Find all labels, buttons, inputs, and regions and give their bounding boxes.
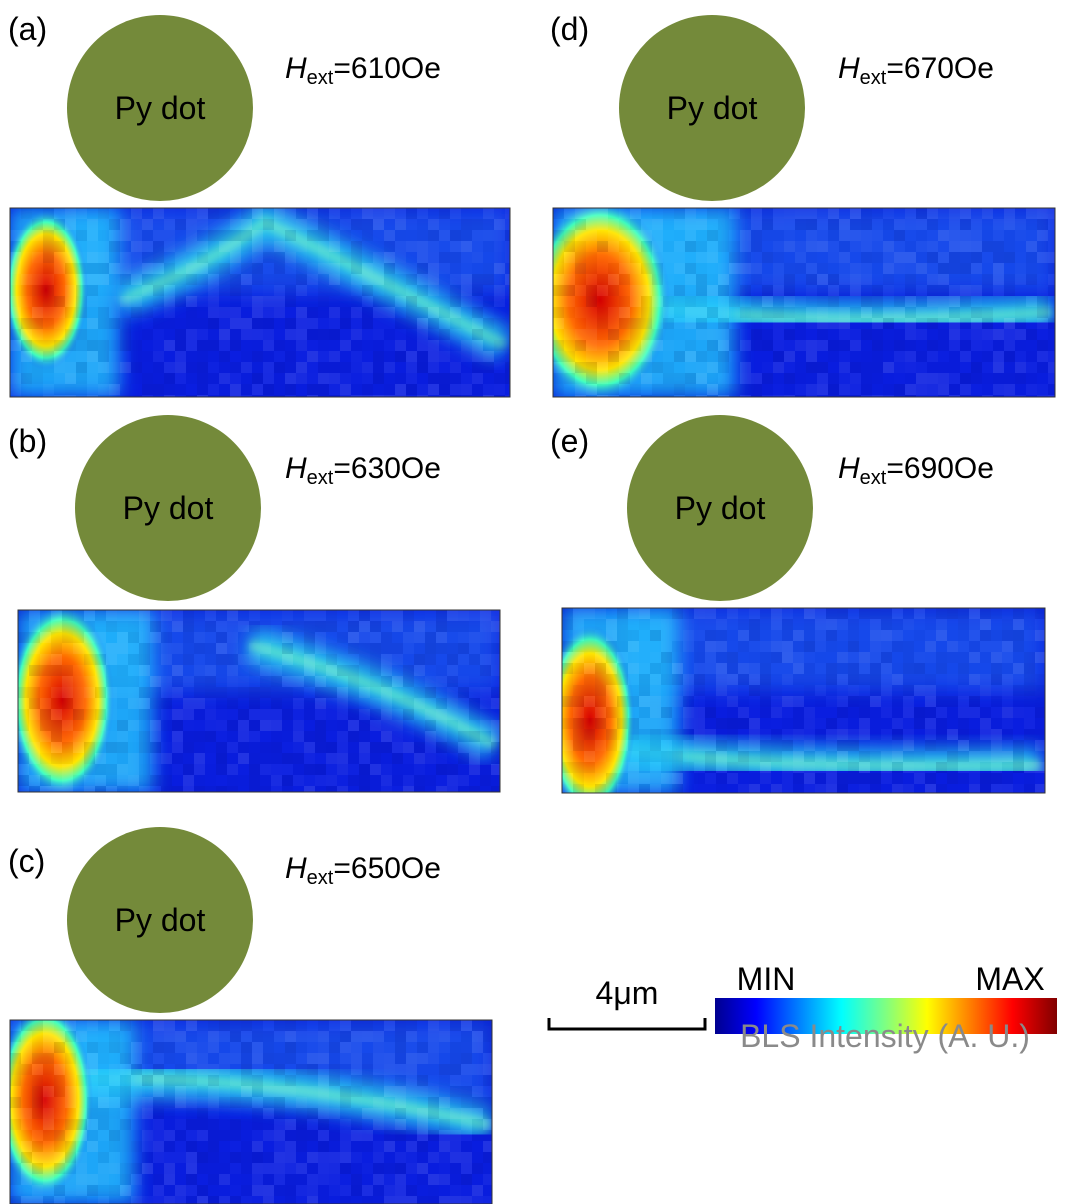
field-label: Hext=670Oe	[838, 52, 994, 89]
field-label: Hext=650Oe	[285, 852, 441, 889]
py-dot	[67, 827, 253, 1013]
panel: (d) Py dot Hext=670Oe	[550, 11, 1056, 398]
panel-label: (a)	[8, 11, 47, 47]
panel: (c) Py dot Hext=650Oe	[8, 827, 493, 1204]
field-subscript: ext	[307, 467, 334, 489]
field-value: =690Oe	[886, 452, 994, 485]
heatmap	[18, 610, 500, 792]
heatmap-frame	[9, 207, 511, 398]
py-dot-label: Py dot	[667, 90, 758, 126]
field-label: Hext=630Oe	[285, 452, 441, 489]
field-subscript: ext	[307, 67, 334, 89]
heatmap	[562, 608, 1045, 793]
heatmap	[10, 1020, 492, 1204]
scale-bar: 4μm	[547, 975, 707, 1031]
field-symbol: H	[838, 452, 860, 485]
heatmap-frame	[9, 1019, 493, 1204]
panel: (a) Py dot Hext=610Oe	[8, 11, 511, 398]
py-dot	[75, 415, 261, 601]
heatmap-frame	[561, 607, 1046, 794]
heatmap	[10, 208, 510, 397]
field-subscript: ext	[307, 867, 334, 889]
py-dot-label: Py dot	[115, 902, 206, 938]
field-symbol: H	[285, 452, 307, 485]
field-subscript: ext	[860, 467, 887, 489]
py-dot-label: Py dot	[123, 490, 214, 526]
colorbar-min: MIN	[737, 961, 796, 997]
heatmap	[553, 208, 1055, 397]
field-label: Hext=690Oe	[838, 452, 994, 489]
field-value: =630Oe	[333, 452, 441, 485]
panel: (e) Py dot Hext=690Oe	[550, 415, 1046, 794]
field-value: =650Oe	[333, 852, 441, 885]
py-dot	[619, 15, 805, 201]
colorbar-gradient	[715, 998, 1057, 1034]
py-dot-label: Py dot	[675, 490, 766, 526]
heatmap-frame	[552, 207, 1056, 398]
colorbar-title: BLS Intensity (A. U.)	[740, 1018, 1030, 1054]
py-dot	[67, 15, 253, 201]
py-dot-label: Py dot	[115, 90, 206, 126]
field-value: =670Oe	[886, 52, 994, 85]
panel-label: (d)	[550, 11, 589, 47]
field-value: =610Oe	[333, 52, 441, 85]
field-label: Hext=610Oe	[285, 52, 441, 89]
panel-label: (c)	[8, 843, 45, 879]
field-symbol: H	[838, 52, 860, 85]
panel-label: (b)	[8, 423, 47, 459]
field-symbol: H	[285, 852, 307, 885]
heatmap-frame	[17, 609, 501, 793]
colorbar-max: MAX	[975, 961, 1044, 997]
py-dot	[627, 415, 813, 601]
field-symbol: H	[285, 52, 307, 85]
panel: (b) Py dot Hext=630Oe	[8, 415, 501, 793]
colorbar: MIN MAX BLS Intensity (A. U.)	[715, 961, 1057, 1054]
field-subscript: ext	[860, 67, 887, 89]
scale-bar-label: 4μm	[596, 975, 659, 1011]
panel-label: (e)	[550, 423, 589, 459]
